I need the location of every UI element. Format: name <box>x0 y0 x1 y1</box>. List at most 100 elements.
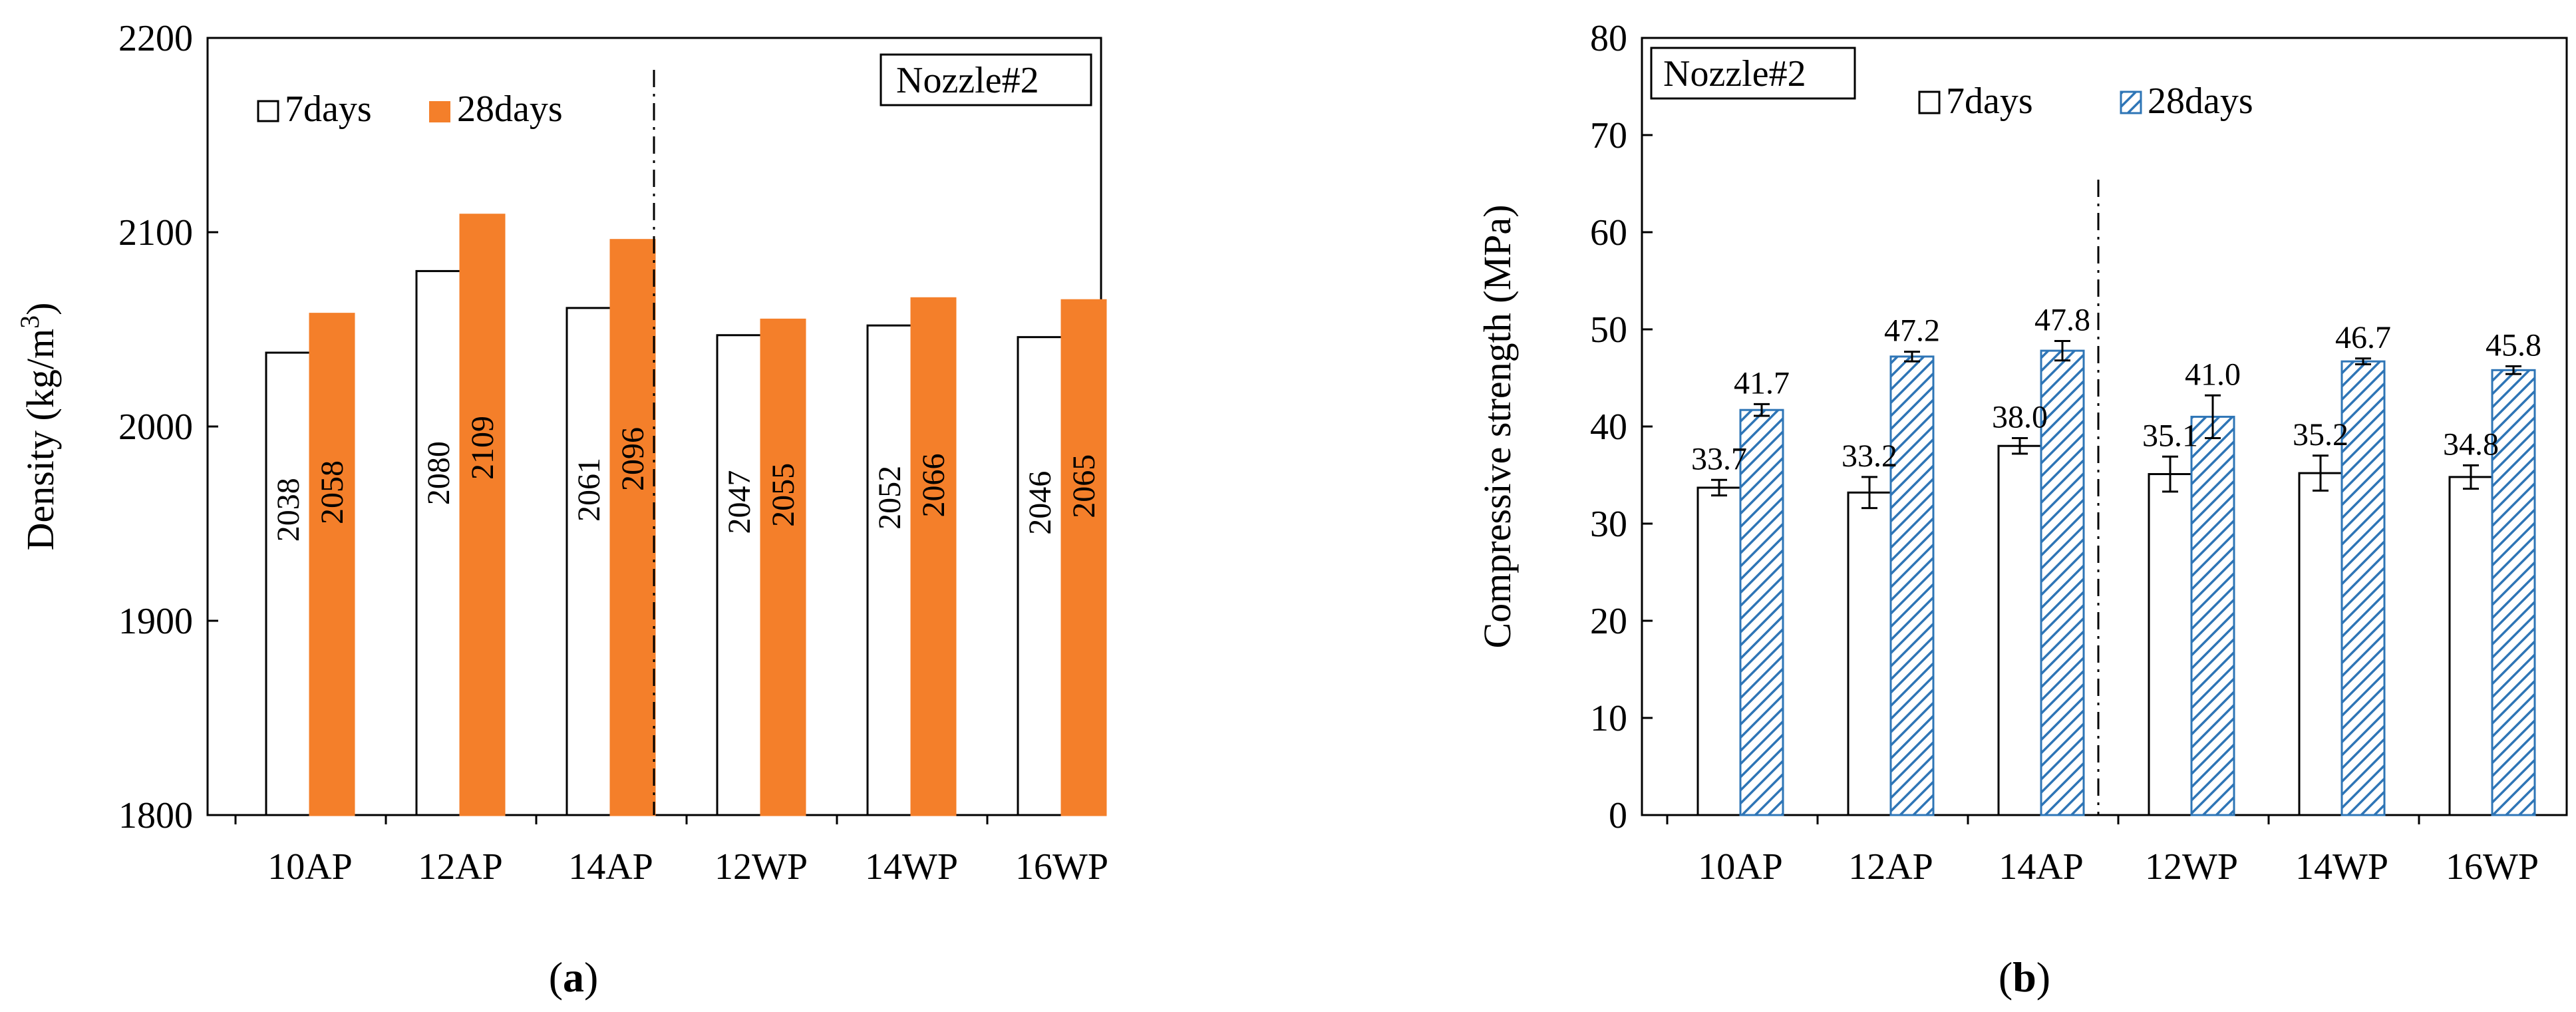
compressive-strength-chart: 0 10 20 30 40 50 60 70 80 33.7 41.7 33.2 47.2 38.0 47… <box>1476 18 2568 1001</box>
y-tick-label: 50 <box>1590 309 1627 351</box>
value-label-28days-12AP: 47.2 <box>1884 313 1940 349</box>
value-label-28days-14WP: 46.7 <box>2335 320 2391 355</box>
x-tick-label: 16WP <box>1015 846 1108 888</box>
value-label-28days-14AP: 47.8 <box>2034 303 2090 338</box>
legend-swatch-7days-a <box>257 100 279 122</box>
y-axis-b: 0 10 20 30 40 50 60 70 80 <box>1590 18 1653 836</box>
bar-28days-12WP <box>760 318 806 816</box>
legend-swatch-7days-b <box>1918 90 1941 114</box>
bar-7days-12WP <box>716 334 762 816</box>
x-tick-label: 14WP <box>865 846 958 888</box>
value-label-7days-14AP: 38.0 <box>1992 400 2048 435</box>
x-tick-label: 12WP <box>2145 846 2238 888</box>
nozzle-tag-b: Nozzle#2 <box>1663 53 1806 94</box>
x-axis-a: 10AP 12AP 14AP 12WP 14WP 16WP <box>234 815 1108 888</box>
value-label-7days-12AP: 33.2 <box>1842 438 1897 474</box>
y-axis-title-b: Compressive strength (MPa) <box>1476 205 1519 649</box>
bar-7days-12AP <box>415 269 462 816</box>
bar-28days-10AP <box>309 313 355 816</box>
bar-28days-14AP <box>609 239 656 816</box>
panel-label-b: (b) <box>1999 953 2050 1001</box>
legend-label-28days-b: 28days <box>2148 81 2253 122</box>
bar-7days-14WP <box>2298 472 2343 816</box>
value-label-7days-14AP: 2061 <box>571 458 607 522</box>
value-label-28days-12AP: 2109 <box>465 416 500 480</box>
value-label-28days-10AP: 41.7 <box>1734 365 1790 401</box>
bar-28days-10AP <box>1739 409 1784 816</box>
x-tick-label: 12AP <box>1848 846 1933 888</box>
x-tick-label: 14AP <box>568 846 653 888</box>
panel-label-a-letter: a <box>563 953 584 1001</box>
nozzle-tag-box-a <box>880 53 1092 106</box>
value-labels-b: 33.7 41.7 33.2 47.2 38.0 47.8 35.1 41.0 35.2 46.7… <box>1691 303 2541 477</box>
bar-28days-12AP <box>459 214 506 816</box>
y-axis-title-a: Density (kg/m3) <box>15 303 63 551</box>
bar-7days-14AP <box>1997 444 2042 816</box>
value-label-28days-12WP: 41.0 <box>2185 357 2241 392</box>
x-tick-label: 14AP <box>1999 846 2084 888</box>
bar-28days-12AP <box>1889 355 1935 816</box>
y-tick-label: 0 <box>1609 795 1627 836</box>
bar-7days-10AP <box>1696 486 1742 816</box>
value-label-28days-12WP: 2055 <box>766 463 801 527</box>
value-label-7days-12WP: 2047 <box>722 470 757 534</box>
legend-label-28days-a: 28days <box>457 88 563 130</box>
value-label-7days-16WP: 2046 <box>1023 471 1058 535</box>
x-tick-label: 12AP <box>418 846 503 888</box>
y-tick-label: 1900 <box>118 601 193 642</box>
y-axis-title-a-end: ) <box>19 303 62 315</box>
value-label-28days-14AP: 2096 <box>615 427 651 491</box>
value-label-28days-14WP: 2066 <box>916 453 951 517</box>
panel-label-b-letter: b <box>2012 953 2036 1001</box>
y-axis-title-a-base: Density (kg/m <box>19 329 62 550</box>
y-axis-a: 1800 1900 2000 2100 2200 <box>118 18 218 836</box>
legend-swatch-28days-b <box>2120 90 2142 114</box>
y-tick-label: 2000 <box>118 407 193 448</box>
x-tick-label: 16WP <box>2446 846 2539 888</box>
x-tick-label: 10AP <box>267 846 353 888</box>
x-tick-label: 12WP <box>715 846 808 888</box>
y-tick-label: 1800 <box>118 795 193 836</box>
nozzle-tag-box-b <box>1650 47 1856 100</box>
panel-label-a: (a) <box>549 953 599 1001</box>
value-label-7days-14WP: 35.2 <box>2293 417 2348 452</box>
value-label-7days-10AP: 33.7 <box>1691 441 1747 476</box>
bar-28days-16WP <box>1060 299 1107 816</box>
x-axis-b: 10AP 12AP 14AP 12WP 14WP 16WP <box>1666 815 2539 888</box>
bar-7days-14AP <box>565 307 612 816</box>
error-bars-b <box>1711 340 2521 510</box>
y-tick-label: 70 <box>1590 115 1627 156</box>
legend-label-7days-b: 7days <box>1946 81 2033 122</box>
y-tick-label: 10 <box>1590 698 1627 739</box>
bar-28days-12WP <box>2190 415 2235 816</box>
value-label-7days-14WP: 2052 <box>872 466 907 530</box>
value-label-28days-16WP: 2065 <box>1066 454 1102 518</box>
panel-label-b-open: ( <box>1999 953 2012 1001</box>
value-label-28days-10AP: 2058 <box>315 460 350 524</box>
bar-7days-16WP <box>2448 476 2494 816</box>
y-tick-label: 30 <box>1590 504 1627 545</box>
bar-7days-12WP <box>2148 473 2193 816</box>
bar-28days-14WP <box>910 297 957 816</box>
bar-28days-14AP <box>2040 349 2085 816</box>
bar-7days-14WP <box>866 324 913 816</box>
y-tick-label: 60 <box>1590 212 1627 253</box>
value-label-7days-12AP: 2080 <box>421 441 456 505</box>
y-tick-label: 20 <box>1590 601 1627 642</box>
bar-7days-10AP <box>265 351 311 816</box>
legend-swatch-28days-a <box>429 101 450 122</box>
density-chart: 1800 1900 2000 2100 2200 2038 2058 2080 2109 206… <box>15 18 1109 1001</box>
y-tick-label: 40 <box>1590 407 1627 448</box>
panel-label-a-close: ) <box>584 953 598 1001</box>
y-axis-title-a-sup: 3 <box>15 315 45 329</box>
y-tick-label: 80 <box>1590 18 1627 59</box>
bars-a <box>265 214 1107 816</box>
y-tick-label: 2100 <box>118 212 193 253</box>
x-tick-label: 14WP <box>2295 846 2388 888</box>
value-label-7days-12WP: 35.1 <box>2142 418 2198 453</box>
bar-7days-16WP <box>1017 336 1063 816</box>
value-label-7days-16WP: 34.8 <box>2443 426 2499 462</box>
legend-label-7days-a: 7days <box>285 88 372 130</box>
value-labels-a: 2038 2058 2080 2109 2061 2096 2047 2055 2052 2066… <box>271 416 1102 542</box>
y-tick-label: 2200 <box>118 18 193 59</box>
